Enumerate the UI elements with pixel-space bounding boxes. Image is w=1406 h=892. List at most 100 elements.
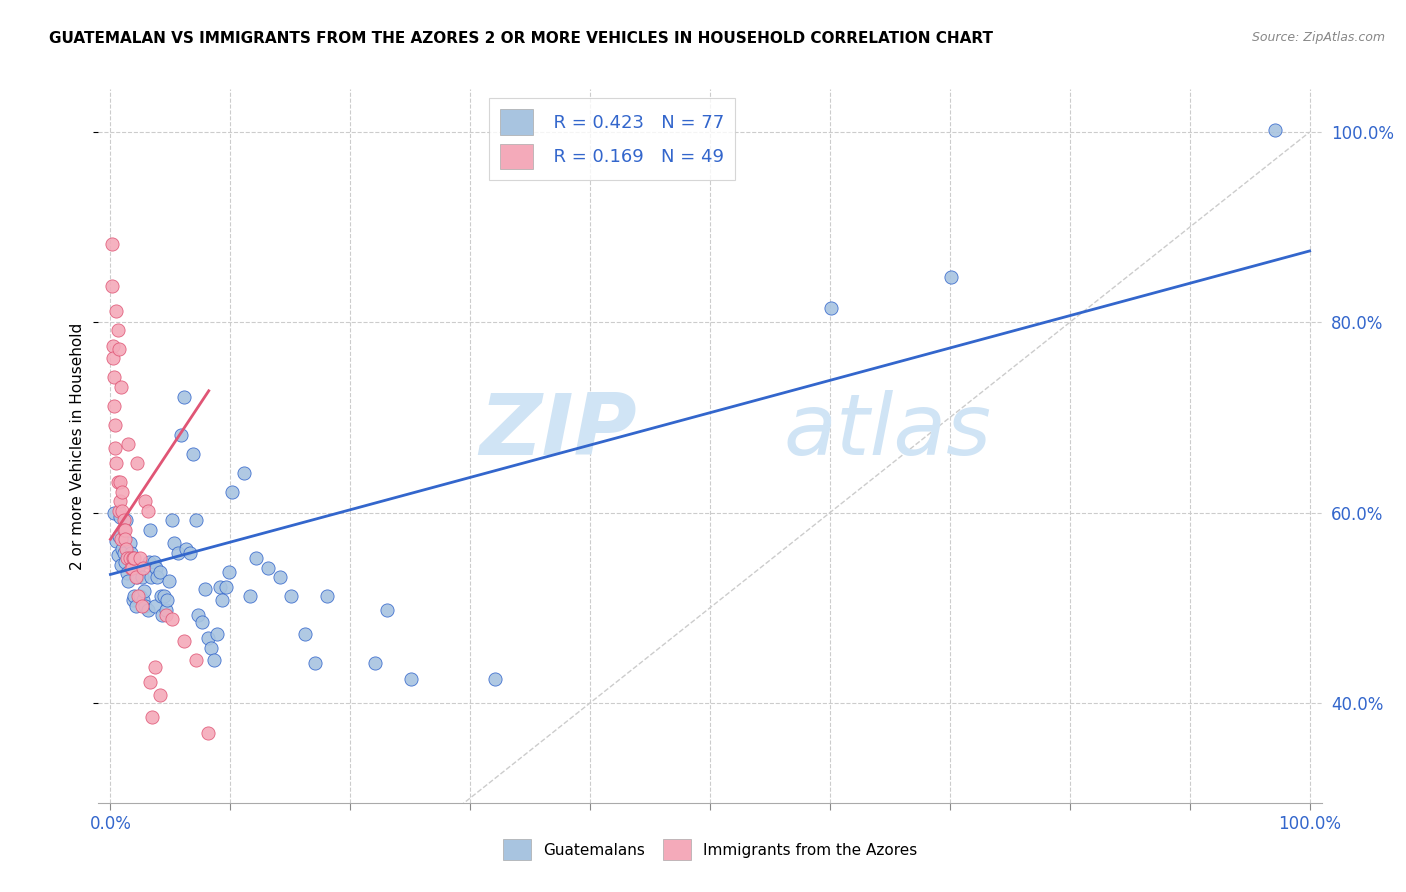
Point bbox=[143, 599, 166, 613]
Point bbox=[197, 726, 219, 740]
Point bbox=[173, 634, 195, 648]
Point bbox=[149, 565, 172, 579]
Point bbox=[124, 570, 146, 584]
Point bbox=[184, 653, 207, 667]
Point bbox=[112, 513, 135, 527]
Point bbox=[122, 593, 145, 607]
Point bbox=[107, 475, 129, 490]
Point bbox=[111, 484, 134, 499]
Text: atlas: atlas bbox=[783, 390, 991, 474]
Point bbox=[120, 545, 142, 559]
Point bbox=[104, 441, 127, 455]
Text: Source: ZipAtlas.com: Source: ZipAtlas.com bbox=[1251, 31, 1385, 45]
Point bbox=[163, 536, 186, 550]
Point bbox=[134, 599, 156, 613]
Point bbox=[103, 370, 125, 384]
Point bbox=[121, 561, 143, 575]
Point bbox=[187, 608, 209, 623]
Point bbox=[179, 545, 201, 559]
Point bbox=[114, 555, 136, 569]
Y-axis label: 2 or more Vehicles in Household: 2 or more Vehicles in Household bbox=[70, 322, 86, 570]
Point bbox=[142, 555, 165, 569]
Point bbox=[110, 533, 132, 547]
Point bbox=[218, 565, 240, 579]
Point bbox=[115, 551, 138, 566]
Point bbox=[150, 608, 173, 623]
Point bbox=[484, 672, 506, 686]
Point bbox=[153, 590, 176, 604]
Point bbox=[155, 608, 177, 623]
Point bbox=[120, 561, 142, 575]
Point bbox=[256, 561, 278, 575]
Point bbox=[939, 269, 962, 284]
Point bbox=[190, 615, 212, 629]
Point bbox=[115, 513, 138, 527]
Point bbox=[108, 510, 131, 524]
Point bbox=[197, 631, 219, 645]
Point bbox=[111, 504, 134, 518]
Point bbox=[377, 602, 399, 616]
Point bbox=[316, 590, 339, 604]
Point bbox=[194, 582, 217, 596]
Point bbox=[129, 551, 152, 566]
Point bbox=[269, 570, 291, 584]
Legend: Guatemalans, Immigrants from the Azores: Guatemalans, Immigrants from the Azores bbox=[496, 832, 924, 866]
Point bbox=[101, 339, 124, 353]
Point bbox=[117, 437, 139, 451]
Point bbox=[127, 561, 149, 575]
Point bbox=[114, 523, 136, 537]
Point bbox=[104, 418, 127, 433]
Point bbox=[108, 342, 131, 356]
Point bbox=[132, 561, 155, 575]
Point bbox=[145, 561, 167, 575]
Text: GUATEMALAN VS IMMIGRANTS FROM THE AZORES 2 OR MORE VEHICLES IN HOUSEHOLD CORRELA: GUATEMALAN VS IMMIGRANTS FROM THE AZORES… bbox=[49, 31, 993, 46]
Point bbox=[105, 456, 128, 470]
Point bbox=[232, 466, 254, 480]
Point bbox=[139, 523, 162, 537]
Point bbox=[181, 447, 204, 461]
Point bbox=[118, 536, 141, 550]
Point bbox=[184, 513, 207, 527]
Point bbox=[110, 380, 132, 394]
Point bbox=[280, 590, 302, 604]
Point bbox=[108, 475, 131, 490]
Point bbox=[156, 593, 179, 607]
Point bbox=[114, 533, 136, 547]
Point bbox=[139, 675, 162, 690]
Point bbox=[103, 506, 125, 520]
Point bbox=[136, 602, 159, 616]
Point bbox=[146, 570, 169, 584]
Point bbox=[115, 541, 138, 556]
Point bbox=[157, 574, 180, 588]
Point bbox=[108, 504, 131, 518]
Text: ZIP: ZIP bbox=[479, 390, 637, 474]
Point bbox=[132, 583, 155, 598]
Point bbox=[118, 551, 141, 566]
Point bbox=[108, 494, 131, 508]
Point bbox=[173, 390, 195, 404]
Point bbox=[294, 627, 316, 641]
Point bbox=[134, 494, 156, 508]
Point bbox=[127, 590, 149, 604]
Point bbox=[160, 612, 183, 626]
Point bbox=[122, 551, 145, 566]
Point bbox=[174, 541, 197, 556]
Point bbox=[245, 551, 267, 566]
Point bbox=[200, 640, 222, 655]
Point bbox=[117, 574, 139, 588]
Point bbox=[101, 351, 124, 366]
Point bbox=[103, 399, 125, 413]
Point bbox=[125, 570, 148, 584]
Point bbox=[107, 323, 129, 337]
Point bbox=[136, 504, 159, 518]
Point bbox=[105, 304, 128, 318]
Point bbox=[141, 710, 163, 724]
Point bbox=[124, 599, 146, 613]
Point bbox=[364, 656, 387, 670]
Point bbox=[100, 279, 122, 293]
Point bbox=[214, 580, 236, 594]
Point bbox=[124, 551, 146, 566]
Point bbox=[138, 555, 160, 569]
Point bbox=[121, 551, 143, 566]
Point bbox=[205, 627, 228, 641]
